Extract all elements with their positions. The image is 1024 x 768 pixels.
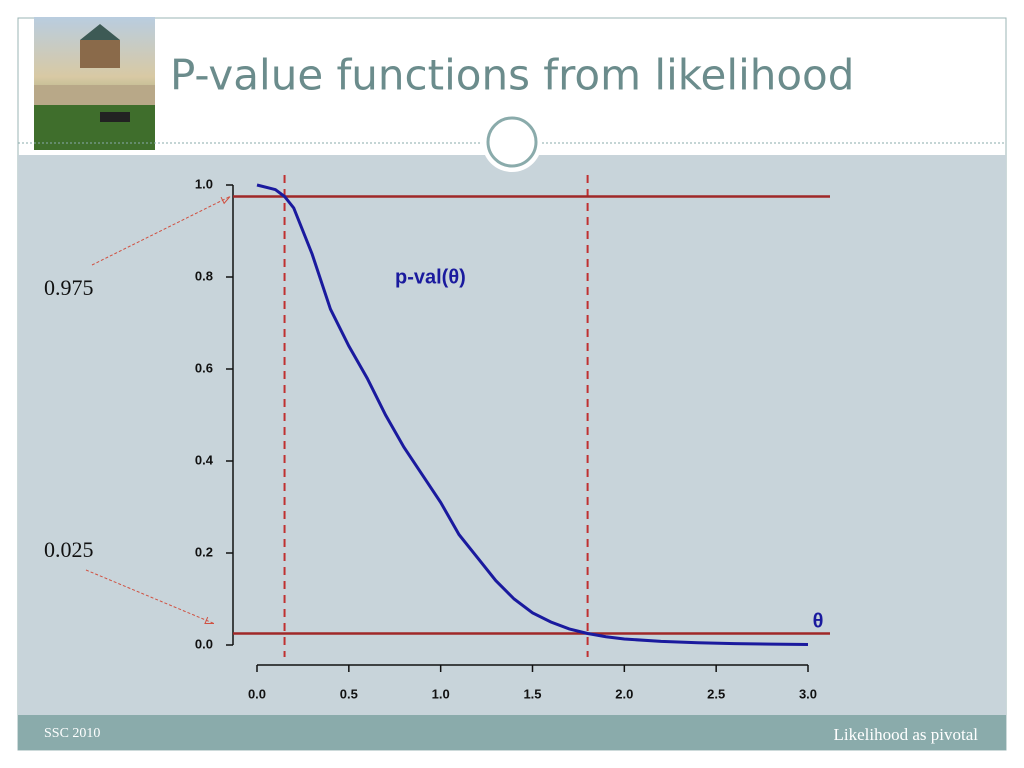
x-tick-label: 0.0 (248, 686, 266, 701)
header-photo (34, 17, 155, 150)
ornament (482, 112, 542, 172)
arrow-head (204, 616, 215, 625)
footer-right: Likelihood as pivotal (834, 725, 979, 744)
series-label: p-val(θ) (395, 266, 466, 288)
footer-left: SSC 2010 (44, 726, 100, 741)
y-tick-label: 0.6 (195, 360, 213, 375)
ornament-ring (486, 116, 538, 168)
content-area (18, 155, 1006, 715)
y-tick-label: 1.0 (195, 176, 213, 191)
x-tick-label: 1.0 (432, 686, 450, 701)
arrow-head (220, 196, 231, 205)
y-tick-label: 0.4 (195, 452, 214, 467)
x-tick-label: 1.5 (523, 686, 541, 701)
annotation: 0.025 (44, 537, 94, 562)
annotation: 0.975 (44, 275, 94, 300)
y-tick-label: 0.0 (195, 636, 213, 651)
annotation-arrow (91, 196, 231, 266)
data-line (256, 183, 809, 647)
y-tick-label: 0.8 (195, 268, 213, 283)
x-tick-label: 2.0 (615, 686, 633, 701)
x-tick-label: 2.5 (707, 686, 725, 701)
x-tick-label: 3.0 (799, 686, 817, 701)
x-tick-label: 0.5 (340, 686, 358, 701)
x-axis-label: θ (813, 610, 824, 632)
annotation-arrow (85, 569, 215, 624)
slide-title: P-value functions from likelihood (170, 51, 854, 100)
y-tick-label: 0.2 (195, 544, 213, 559)
footer-bar (18, 715, 1006, 750)
